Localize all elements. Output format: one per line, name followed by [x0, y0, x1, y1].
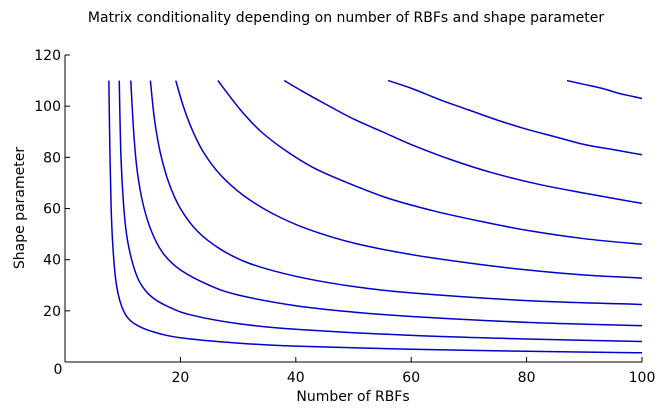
y-tick-label: 120 — [34, 48, 61, 64]
ticks: 0 20 40 60 80 100 20 40 60 80 100 120 — [34, 48, 655, 386]
x-tick-label: 100 — [629, 370, 656, 386]
x-axis-label: Number of RBFs — [296, 389, 409, 405]
x-tick-label: 80 — [518, 370, 536, 386]
x-tick-label: 40 — [287, 370, 305, 386]
chart-title: Matrix conditionality depending on numbe… — [88, 10, 604, 26]
y-tick-label: 20 — [43, 304, 61, 320]
y-tick-label: 60 — [43, 202, 61, 218]
series-line-3 — [130, 80, 643, 327]
series-line-6 — [217, 80, 643, 246]
x-tick-label: 0 — [54, 362, 63, 378]
series-line-4 — [149, 80, 643, 306]
y-tick-label: 80 — [43, 150, 61, 166]
axes — [64, 55, 642, 363]
series-line-2 — [118, 80, 643, 343]
series-line-5 — [175, 80, 643, 279]
y-tick-label: 40 — [43, 253, 61, 269]
series-line-8 — [387, 79, 643, 156]
x-tick-label: 60 — [402, 370, 420, 386]
series-group — [108, 79, 643, 354]
y-tick-label: 100 — [34, 99, 61, 115]
series-line-1 — [108, 80, 643, 354]
series-line-9 — [566, 79, 643, 100]
y-axis-label: Shape parameter — [12, 147, 28, 269]
x-tick-label: 20 — [171, 370, 189, 386]
series-line-7 — [283, 79, 643, 205]
